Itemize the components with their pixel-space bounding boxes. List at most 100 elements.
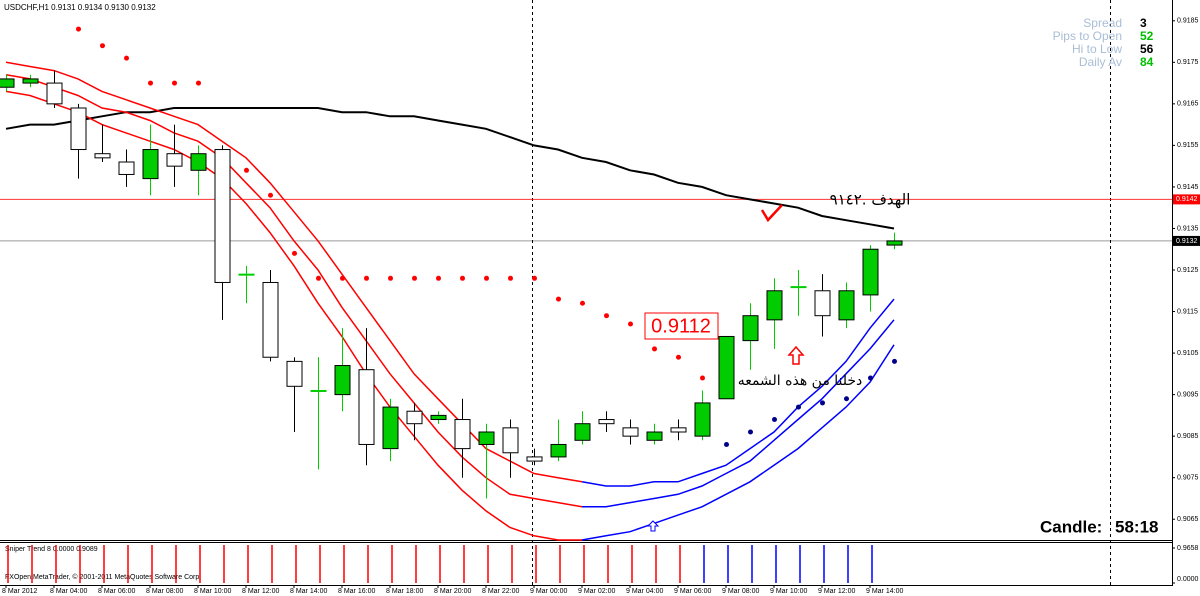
y-tick-label: 0.9105 (1177, 350, 1199, 357)
annotation: دخلنا من هذه الشمعه (738, 373, 863, 389)
sar-dot (532, 275, 537, 281)
candle-body (742, 315, 759, 342)
candle-body (622, 427, 639, 437)
sar-dot (556, 296, 561, 302)
candle-body (358, 369, 375, 445)
candle-body (94, 153, 111, 159)
y-tick-label: 0.9135 (1177, 225, 1199, 232)
candle-body (22, 78, 39, 84)
x-tick-label: 9 Mar 06:00 (674, 588, 711, 595)
sar-dot (868, 375, 873, 381)
candle-body (142, 149, 159, 180)
x-tick-label: 8 Mar 2012 (2, 588, 38, 595)
info-value: 56 (1140, 42, 1154, 56)
sar-dot (748, 429, 753, 435)
indicator-title: Sniper Trend 8 0.0000 0.9089 (5, 546, 98, 553)
sar-dot (484, 275, 489, 281)
candle-body (478, 431, 495, 445)
candle-body (262, 281, 279, 358)
candle-body (286, 360, 303, 387)
check-mark (760, 204, 783, 223)
candle-body (310, 389, 327, 392)
info-value: 84 (1140, 55, 1154, 69)
sar-dot (508, 275, 513, 281)
sar-dot (676, 354, 681, 360)
candle-body (454, 419, 471, 450)
candle-body (214, 149, 231, 283)
x-tick-label: 9 Mar 12:00 (818, 588, 855, 595)
y-tick-label: 0.9185 (1177, 18, 1199, 25)
candle-body (430, 414, 447, 421)
y-tick-label: 0.9095 (1177, 391, 1199, 398)
info-value: 52 (1140, 29, 1154, 43)
y-tick-label: 0.9658 (1177, 545, 1199, 552)
y-tick-label: 0.9165 (1177, 101, 1199, 108)
sar-dot (292, 250, 297, 256)
candle-body (238, 273, 255, 276)
level-label-box (1173, 235, 1200, 246)
sar-dot (796, 404, 801, 410)
sar-dot (124, 55, 129, 61)
candle-body (46, 82, 63, 105)
timer-label: Candle: (1040, 517, 1102, 536)
x-tick-label: 9 Mar 04:00 (626, 588, 663, 595)
sar-dot (700, 375, 705, 381)
candle-body (574, 423, 591, 441)
candle-body (694, 402, 711, 437)
info-label: Spread (1083, 16, 1122, 30)
candle-body (502, 427, 519, 454)
sar-dot (340, 275, 345, 281)
sar-dot (196, 80, 201, 86)
x-tick-label: 9 Mar 14:00 (866, 588, 903, 595)
level-label-box (1173, 194, 1200, 205)
candle-body (646, 431, 663, 441)
annotation-box (644, 312, 719, 340)
sar-dot (460, 275, 465, 281)
sar-dot (76, 26, 81, 32)
up-arrow (787, 345, 805, 365)
sar-dot (100, 43, 105, 49)
indicator-line (582, 319, 895, 508)
candle-body (526, 456, 543, 462)
sar-dot (724, 441, 729, 447)
level-label: 0.9142 (1176, 196, 1198, 203)
sar-dot (412, 275, 417, 281)
timer-value: 58:18 (1115, 517, 1158, 536)
x-tick-label: 9 Mar 10:00 (770, 588, 807, 595)
indicator-line (5, 107, 895, 230)
sar-dot (844, 396, 849, 402)
candle-body (886, 240, 903, 246)
copyright: FXOpen MetaTrader, © 2001-2011 MetaQuote… (5, 573, 201, 581)
sar-dot (436, 275, 441, 281)
x-tick-label: 8 Mar 18:00 (386, 588, 423, 595)
annotation: 0.9112 (651, 315, 711, 337)
y-tick-label: 0.9115 (1177, 308, 1198, 315)
candle-body (598, 419, 615, 425)
chart-title: USDCHF,H1 0.9131 0.9134 0.9130 0.9132 (4, 3, 156, 12)
candle-body (382, 406, 399, 450)
x-tick-label: 9 Mar 00:00 (530, 588, 567, 595)
candle-body (862, 248, 879, 296)
x-tick-label: 9 Mar 02:00 (578, 588, 615, 595)
info-label: Pips to Open (1053, 29, 1122, 43)
candle-body (550, 443, 567, 458)
indicator-line (581, 298, 895, 487)
candle-body (190, 153, 207, 171)
sar-dot (388, 275, 393, 281)
x-tick-label: 8 Mar 12:00 (242, 588, 279, 595)
candle-body (334, 365, 351, 396)
x-tick-label: 8 Mar 16:00 (338, 588, 375, 595)
candle-body (790, 286, 807, 289)
info-value: 3 (1140, 16, 1147, 30)
y-tick-label: 0.9065 (1177, 516, 1199, 523)
sar-dot (628, 321, 633, 327)
y-tick-label: 0.9175 (1177, 59, 1199, 66)
plot-area (0, 26, 1172, 541)
sar-dot (892, 358, 897, 364)
candle-body (718, 335, 735, 400)
candle-body (766, 290, 783, 321)
y-tick-label: 0.9085 (1177, 433, 1199, 440)
x-tick-label: 8 Mar 22:00 (482, 588, 519, 595)
candle-body (814, 290, 831, 317)
